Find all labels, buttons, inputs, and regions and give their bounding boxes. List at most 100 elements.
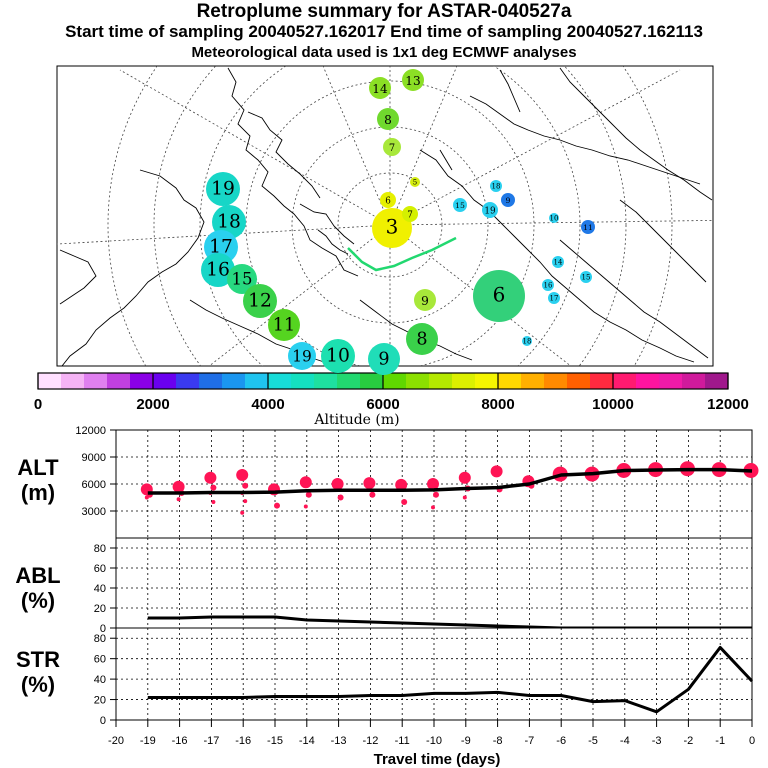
- map-plume-cluster: [522, 336, 532, 346]
- colorbar-swatch: [314, 373, 338, 389]
- colorbar-swatch: [199, 373, 223, 389]
- colorbar-swatch: [498, 373, 522, 389]
- x-tick-label: -12: [362, 735, 378, 747]
- map-plume-cluster: [321, 339, 355, 373]
- alt-ylabel-line1: ALT: [17, 455, 59, 480]
- alt-cluster-point: [210, 484, 217, 491]
- colorbar-swatch: [406, 373, 430, 389]
- colorbar-swatch: [337, 373, 361, 389]
- x-tick-label: 0: [749, 735, 755, 747]
- map-plume-track: [347, 236, 457, 272]
- y-tick-label: 20: [94, 603, 106, 615]
- y-tick-label: 40: [94, 583, 106, 595]
- colorbar-swatch: [475, 373, 499, 389]
- map-day-label: 8: [384, 113, 392, 127]
- chart-title: Retroplume summary for ASTAR-040527a: [196, 1, 572, 22]
- colorbar-tick-label: 10000: [592, 396, 634, 413]
- map-day-label: 15: [232, 269, 253, 288]
- map-plume-cluster: [549, 213, 559, 223]
- colorbar-swatch: [636, 373, 660, 389]
- x-tick-label: -6: [556, 735, 566, 747]
- colorbar-swatch: [130, 373, 154, 389]
- map-plume-cluster: [548, 292, 560, 304]
- colorbar-swatch: [38, 373, 62, 389]
- map-plume-cluster: [377, 108, 399, 130]
- colorbar-swatches: [38, 373, 729, 389]
- y-tick-label: 40: [94, 674, 106, 686]
- alt-cluster-point: [204, 471, 217, 484]
- alt-cluster-point: [242, 482, 249, 489]
- str-ylabel-line1: STR: [16, 647, 60, 672]
- alt-cluster-point: [274, 502, 280, 509]
- colorbar-swatch: [153, 373, 177, 389]
- colorbar-swatch: [659, 373, 683, 389]
- map-plume-cluster: [201, 253, 235, 287]
- map-day-label: 14: [372, 82, 388, 96]
- alt-cluster-point: [401, 499, 408, 505]
- y-tick-label: 80: [94, 633, 106, 645]
- alt-cluster-point: [433, 491, 439, 498]
- colorbar-swatch: [590, 373, 614, 389]
- map-day-label: 8: [416, 329, 427, 349]
- x-tick-label: -5: [588, 735, 598, 747]
- alt-mean-line: [147, 467, 753, 495]
- colorbar-swatch: [245, 373, 269, 389]
- alt-cluster-point: [211, 500, 216, 504]
- colorbar-swatch: [268, 373, 292, 389]
- map-day-label: 18: [523, 337, 532, 345]
- map-day-label: 11: [273, 315, 295, 335]
- map-day-label: 3: [386, 214, 399, 238]
- map-plume-cluster: [482, 202, 498, 218]
- abl-ylabel-line2: (%): [21, 588, 55, 613]
- map-plume-cluster: [581, 220, 595, 234]
- colorbar-tick-label: 4000: [251, 396, 284, 413]
- map-plume-cluster: [414, 289, 436, 311]
- y-tick-label: 80: [94, 543, 106, 555]
- map-day-label: 11: [583, 223, 593, 232]
- colorbar-swatch: [682, 373, 706, 389]
- map-graticule: [57, 66, 713, 366]
- x-tick-label: -4: [620, 735, 630, 747]
- map-plume-cluster: [383, 138, 401, 156]
- alt-ylabel-line2: (m): [21, 480, 55, 505]
- map-day-label: 6: [385, 197, 391, 207]
- colorbar-swatch: [429, 373, 453, 389]
- alt-cluster-point: [172, 480, 185, 493]
- x-tick-label: -17: [203, 735, 219, 747]
- map-plume-cluster: [206, 172, 240, 206]
- x-axis: -20 -19 -16 -17 -16 -15 -14 -13 -12 -11 -10 -9 -8 -7-…: [108, 720, 755, 747]
- map-day-label: 15: [455, 201, 465, 210]
- alt-cluster-point: [176, 497, 181, 502]
- x-tick-label: -10: [426, 735, 442, 747]
- y-tick-label: 60: [94, 563, 106, 575]
- map-plume-cluster: [227, 264, 257, 294]
- y-tick-label: 0: [100, 623, 106, 635]
- abl-panel: 0 20 40 60 80 ABL (%): [15, 537, 753, 635]
- alt-cluster-point: [337, 494, 344, 501]
- abl-ylabel-line1: ABL: [15, 563, 60, 588]
- colorbar-tick-label: 12000: [707, 396, 749, 413]
- map-day-label: 9: [506, 196, 511, 205]
- colorbar-swatch: [544, 373, 568, 389]
- map-plume-cluster: [453, 198, 467, 212]
- y-tick-label: 9000: [82, 452, 106, 464]
- alt-cluster-point: [490, 465, 503, 478]
- map-plume-cluster: [473, 270, 525, 322]
- map-day-label: 15: [582, 274, 591, 282]
- map-day-label: 7: [389, 143, 395, 154]
- alt-cluster-point: [240, 510, 245, 515]
- map-day-label: 9: [378, 349, 389, 369]
- map-day-label: 17: [550, 295, 559, 303]
- colorbar-swatch: [291, 373, 315, 389]
- map-coastlines: [59, 67, 713, 366]
- alt-cluster-point: [236, 469, 249, 481]
- alt-cluster-point: [369, 491, 376, 498]
- map-plume-cluster: [372, 208, 412, 248]
- x-tick-label: -16: [172, 735, 188, 747]
- x-axis-label: Travel time (days): [374, 751, 501, 768]
- colorbar-tick-label: 0: [34, 396, 42, 413]
- str-line: [147, 645, 754, 714]
- alt-cluster-point: [427, 478, 439, 490]
- alt-cluster-point: [458, 471, 471, 484]
